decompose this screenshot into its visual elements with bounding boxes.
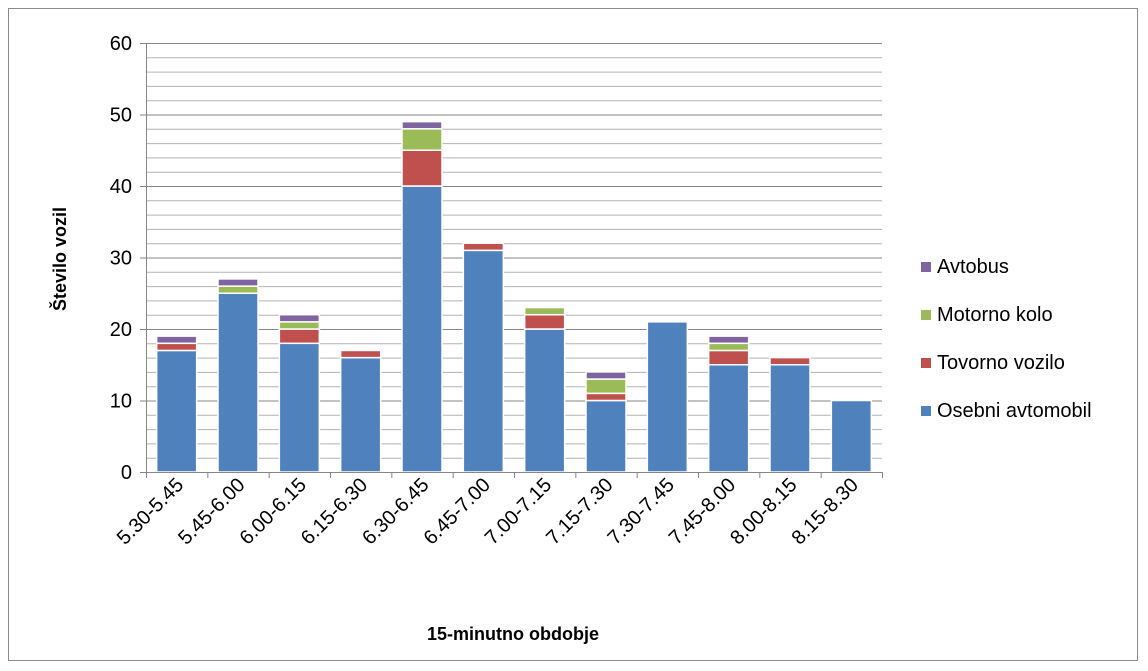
- bar-segment: [585, 378, 627, 395]
- bar-segment: [769, 364, 811, 473]
- bar-segment: [523, 313, 566, 330]
- legend-swatch: [921, 358, 931, 368]
- y-tick-label: 20: [110, 319, 132, 341]
- y-tick-label: 40: [110, 176, 132, 198]
- bar-segment: [401, 149, 443, 187]
- x-tick-label: 8.00-8.15: [726, 474, 801, 549]
- y-tick-label: 50: [110, 105, 132, 127]
- bar-segment: [278, 313, 321, 323]
- legend-label: Tovorno vozilo: [937, 352, 1065, 374]
- legend-label: Osebni avtomobil: [937, 400, 1092, 422]
- bar-segment: [707, 342, 750, 352]
- x-tick-label: 6.15-6.30: [297, 474, 372, 549]
- bar-segment: [769, 356, 811, 366]
- bar-segment: [339, 356, 382, 473]
- x-tick-label: 5.30-5.45: [113, 474, 188, 549]
- x-tick-label: 6.00-6.15: [236, 474, 311, 549]
- legend-swatch: [921, 262, 931, 272]
- bar-series: [155, 120, 873, 473]
- legend-label: Motorno kolo: [937, 304, 1053, 326]
- y-tick-label: 0: [121, 462, 132, 484]
- x-tick-label: 6.45-7.00: [420, 474, 495, 549]
- bar-segment: [278, 321, 321, 330]
- bar-segment: [217, 278, 259, 287]
- x-tick-label: 6.30-6.45: [358, 474, 433, 549]
- x-tick-labels: 5.30-5.455.45-6.006.00-6.156.15-6.306.30…: [113, 474, 863, 549]
- legend-swatch: [921, 406, 931, 416]
- bar-segment: [707, 364, 750, 473]
- gridlines: [146, 43, 882, 459]
- y-tick-labels: 0 10 20 30 40 50 60: [110, 33, 132, 484]
- stacked-bar-chart: 0 10 20 30 40 50 60 5.30-5.455.45-6.006.00-6.1…: [49, 33, 1092, 644]
- bar-segment: [462, 242, 505, 252]
- legend-swatch: [921, 310, 931, 320]
- bar-segment: [401, 128, 443, 152]
- x-tick-label: 5.45-6.00: [174, 474, 249, 549]
- y-axis-title: Število vozil: [49, 207, 70, 311]
- bar-segment: [278, 342, 321, 473]
- bar-segment: [155, 335, 198, 345]
- bar-segment: [523, 306, 566, 316]
- x-tick-label: 8.15-8.30: [788, 474, 863, 549]
- bar-segment: [339, 349, 382, 359]
- bar-segment: [707, 349, 750, 366]
- bar-segment: [401, 185, 443, 473]
- bar-segment: [830, 399, 873, 473]
- x-tick-label: 7.30-7.45: [604, 474, 679, 549]
- bar-segment: [278, 328, 321, 345]
- y-tick-label: 10: [110, 391, 132, 413]
- y-tick-label: 60: [110, 33, 132, 55]
- bar-segment: [155, 342, 198, 352]
- x-tick-label: 7.00-7.15: [481, 474, 556, 549]
- axes: [140, 43, 883, 478]
- bar-segment: [462, 249, 505, 473]
- bar-segment: [585, 371, 627, 380]
- bar-segment: [217, 285, 259, 295]
- bar-segment: [707, 335, 750, 345]
- bar-segment: [585, 392, 627, 402]
- bar-segment: [585, 399, 627, 473]
- legend: Avtobus Motorno kolo Tovorno vozilo Osebni …: [921, 256, 1092, 422]
- bar-segment: [523, 328, 566, 473]
- chart-area: 0 10 20 30 40 50 60 5.30-5.45 5.45-6.00 6.00-6.1…: [8, 8, 1138, 661]
- y-tick-label: 30: [110, 248, 132, 270]
- bar-segment: [646, 321, 689, 473]
- bar-segment: [155, 349, 198, 473]
- bar-segment: [401, 120, 443, 130]
- x-tick-label: 7.15-7.30: [542, 474, 617, 549]
- legend-label: Avtobus: [937, 256, 1009, 278]
- bar-segment: [217, 292, 259, 473]
- x-axis-title: 15-minutno obdobje: [427, 624, 599, 644]
- x-tick-label: 7.45-8.00: [665, 474, 740, 549]
